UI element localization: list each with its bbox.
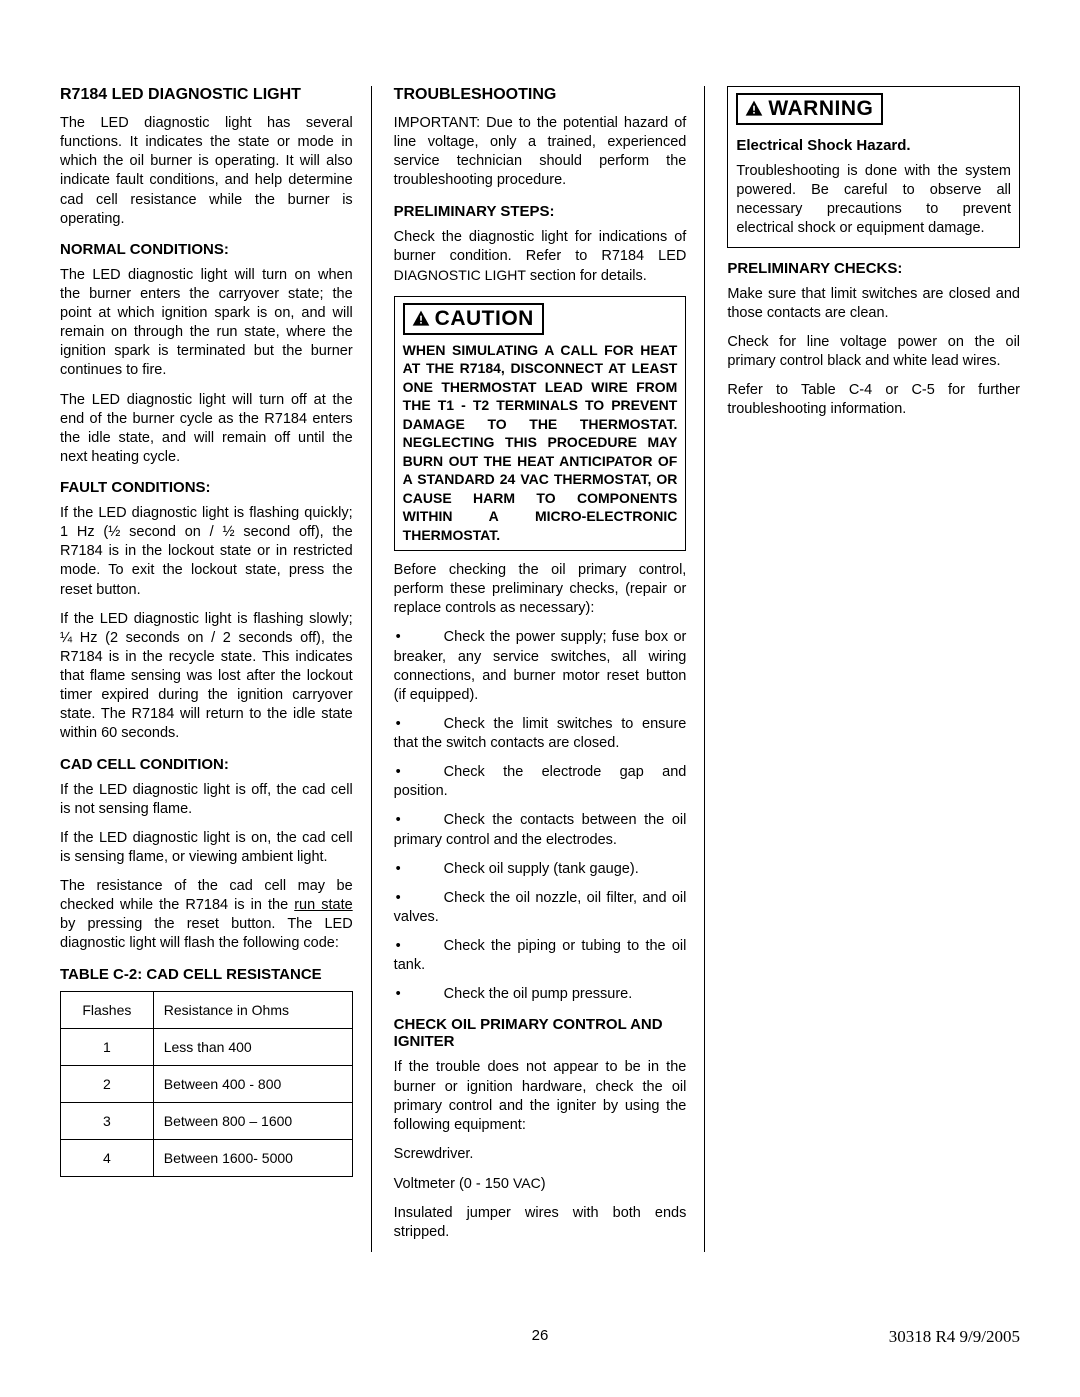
warning-triangle-icon: [744, 99, 764, 119]
warning-heading: Electrical Shock Hazard.: [736, 137, 1011, 154]
list-item: Check the oil pump pressure.: [394, 985, 687, 1004]
list-item: Check the contacts between the oil prima…: [394, 811, 687, 849]
para: Refer to Table C-4 or C-5 for further tr…: [727, 381, 1020, 419]
list-item: Check the electrode gap and position.: [394, 763, 687, 801]
table-row: 1Less than 400: [61, 1028, 353, 1065]
para: Check the diagnostic light for indicatio…: [394, 228, 687, 286]
heading-preliminary-checks: PRELIMINARY CHECKS:: [727, 260, 1020, 277]
warning-box: WARNING Electrical Shock Hazard. Trouble…: [727, 86, 1020, 248]
column-3: WARNING Electrical Shock Hazard. Trouble…: [717, 86, 1026, 1252]
heading-diagnostic-light: R7184 LED DIAGNOSTIC LIGHT: [60, 86, 353, 104]
heading-fault-conditions: FAULT CONDITIONS:: [60, 479, 353, 496]
caution-text: WHEN SIMULATING A CALL FOR HEAT AT THE R…: [403, 341, 678, 544]
underlined-run-state: run state: [294, 897, 352, 913]
warning-text: Troubleshooting is done with the system …: [736, 162, 1011, 239]
list-item: Check the power supply; fuse box or brea…: [394, 628, 687, 705]
table-row: 4Between 1600- 5000: [61, 1139, 353, 1176]
para: If the LED diagnostic light is off, the …: [60, 781, 353, 819]
column-1: R7184 LED DIAGNOSTIC LIGHT The LED diagn…: [54, 86, 372, 1252]
page-number: 26: [260, 1327, 820, 1347]
para: Before checking the oil primary control,…: [394, 561, 687, 618]
column-2: TROUBLESHOOTING IMPORTANT: Due to the po…: [384, 86, 706, 1252]
para: Make sure that limit switches are closed…: [727, 285, 1020, 323]
revision-date: 30318 R4 9/9/2005: [820, 1327, 1020, 1347]
para: If the LED diagnostic light is on, the c…: [60, 829, 353, 867]
caution-badge: CAUTION: [403, 303, 544, 335]
caution-label: CAUTION: [435, 307, 534, 331]
heading-troubleshooting: TROUBLESHOOTING: [394, 86, 687, 104]
heading-preliminary-steps: PRELIMINARY STEPS:: [394, 203, 687, 220]
table-title: TABLE C-2: CAD CELL RESISTANCE: [60, 966, 353, 983]
list-item: Check the limit switches to ensure that …: [394, 715, 687, 753]
para: If the LED diagnostic light is flashing …: [60, 504, 353, 600]
para: The resistance of the cad cell may be ch…: [60, 877, 353, 954]
heading-check-oil-primary: CHECK OIL PRIMARY CONTROL AND IGNITER: [394, 1016, 687, 1050]
page-body: R7184 LED DIAGNOSTIC LIGHT The LED diagn…: [0, 0, 1080, 1292]
para: If the LED diagnostic light is flashing …: [60, 610, 353, 744]
table-header: Resistance in Ohms: [153, 991, 352, 1028]
para: The LED diagnostic light will turn on wh…: [60, 266, 353, 381]
warning-triangle-icon: [411, 309, 431, 329]
heading-normal-conditions: NORMAL CONDITIONS:: [60, 241, 353, 258]
table-row: 3Between 800 – 1600: [61, 1102, 353, 1139]
para: Check for line voltage power on the oil …: [727, 333, 1020, 371]
table-header: Flashes: [61, 991, 154, 1028]
list-item: Check oil supply (tank gauge).: [394, 860, 687, 879]
para: Insulated jumper wires with both ends st…: [394, 1204, 687, 1242]
preliminary-checks-list: Check the power supply; fuse box or brea…: [394, 628, 687, 1004]
para: If the trouble does not appear to be in …: [394, 1058, 687, 1135]
para: Voltmeter (0 - 150 VAC): [394, 1174, 687, 1194]
caution-box: CAUTION WHEN SIMULATING A CALL FOR HEAT …: [394, 296, 687, 551]
para: The LED diagnostic light will turn off a…: [60, 391, 353, 468]
table-header-row: Flashes Resistance in Ohms: [61, 991, 353, 1028]
table-row: 2Between 400 - 800: [61, 1065, 353, 1102]
cad-cell-resistance-table: Flashes Resistance in Ohms 1Less than 40…: [60, 991, 353, 1177]
warning-label: WARNING: [768, 97, 873, 121]
page-footer: 26 30318 R4 9/9/2005: [0, 1327, 1080, 1347]
para: The LED diagnostic light has several fun…: [60, 114, 353, 229]
para: Screwdriver.: [394, 1145, 687, 1164]
heading-cad-cell: CAD CELL CONDITION:: [60, 756, 353, 773]
list-item: Check the oil nozzle, oil filter, and oi…: [394, 889, 687, 927]
list-item: Check the piping or tubing to the oil ta…: [394, 937, 687, 975]
warning-badge: WARNING: [736, 93, 883, 125]
para: IMPORTANT: Due to the potential hazard o…: [394, 114, 687, 191]
